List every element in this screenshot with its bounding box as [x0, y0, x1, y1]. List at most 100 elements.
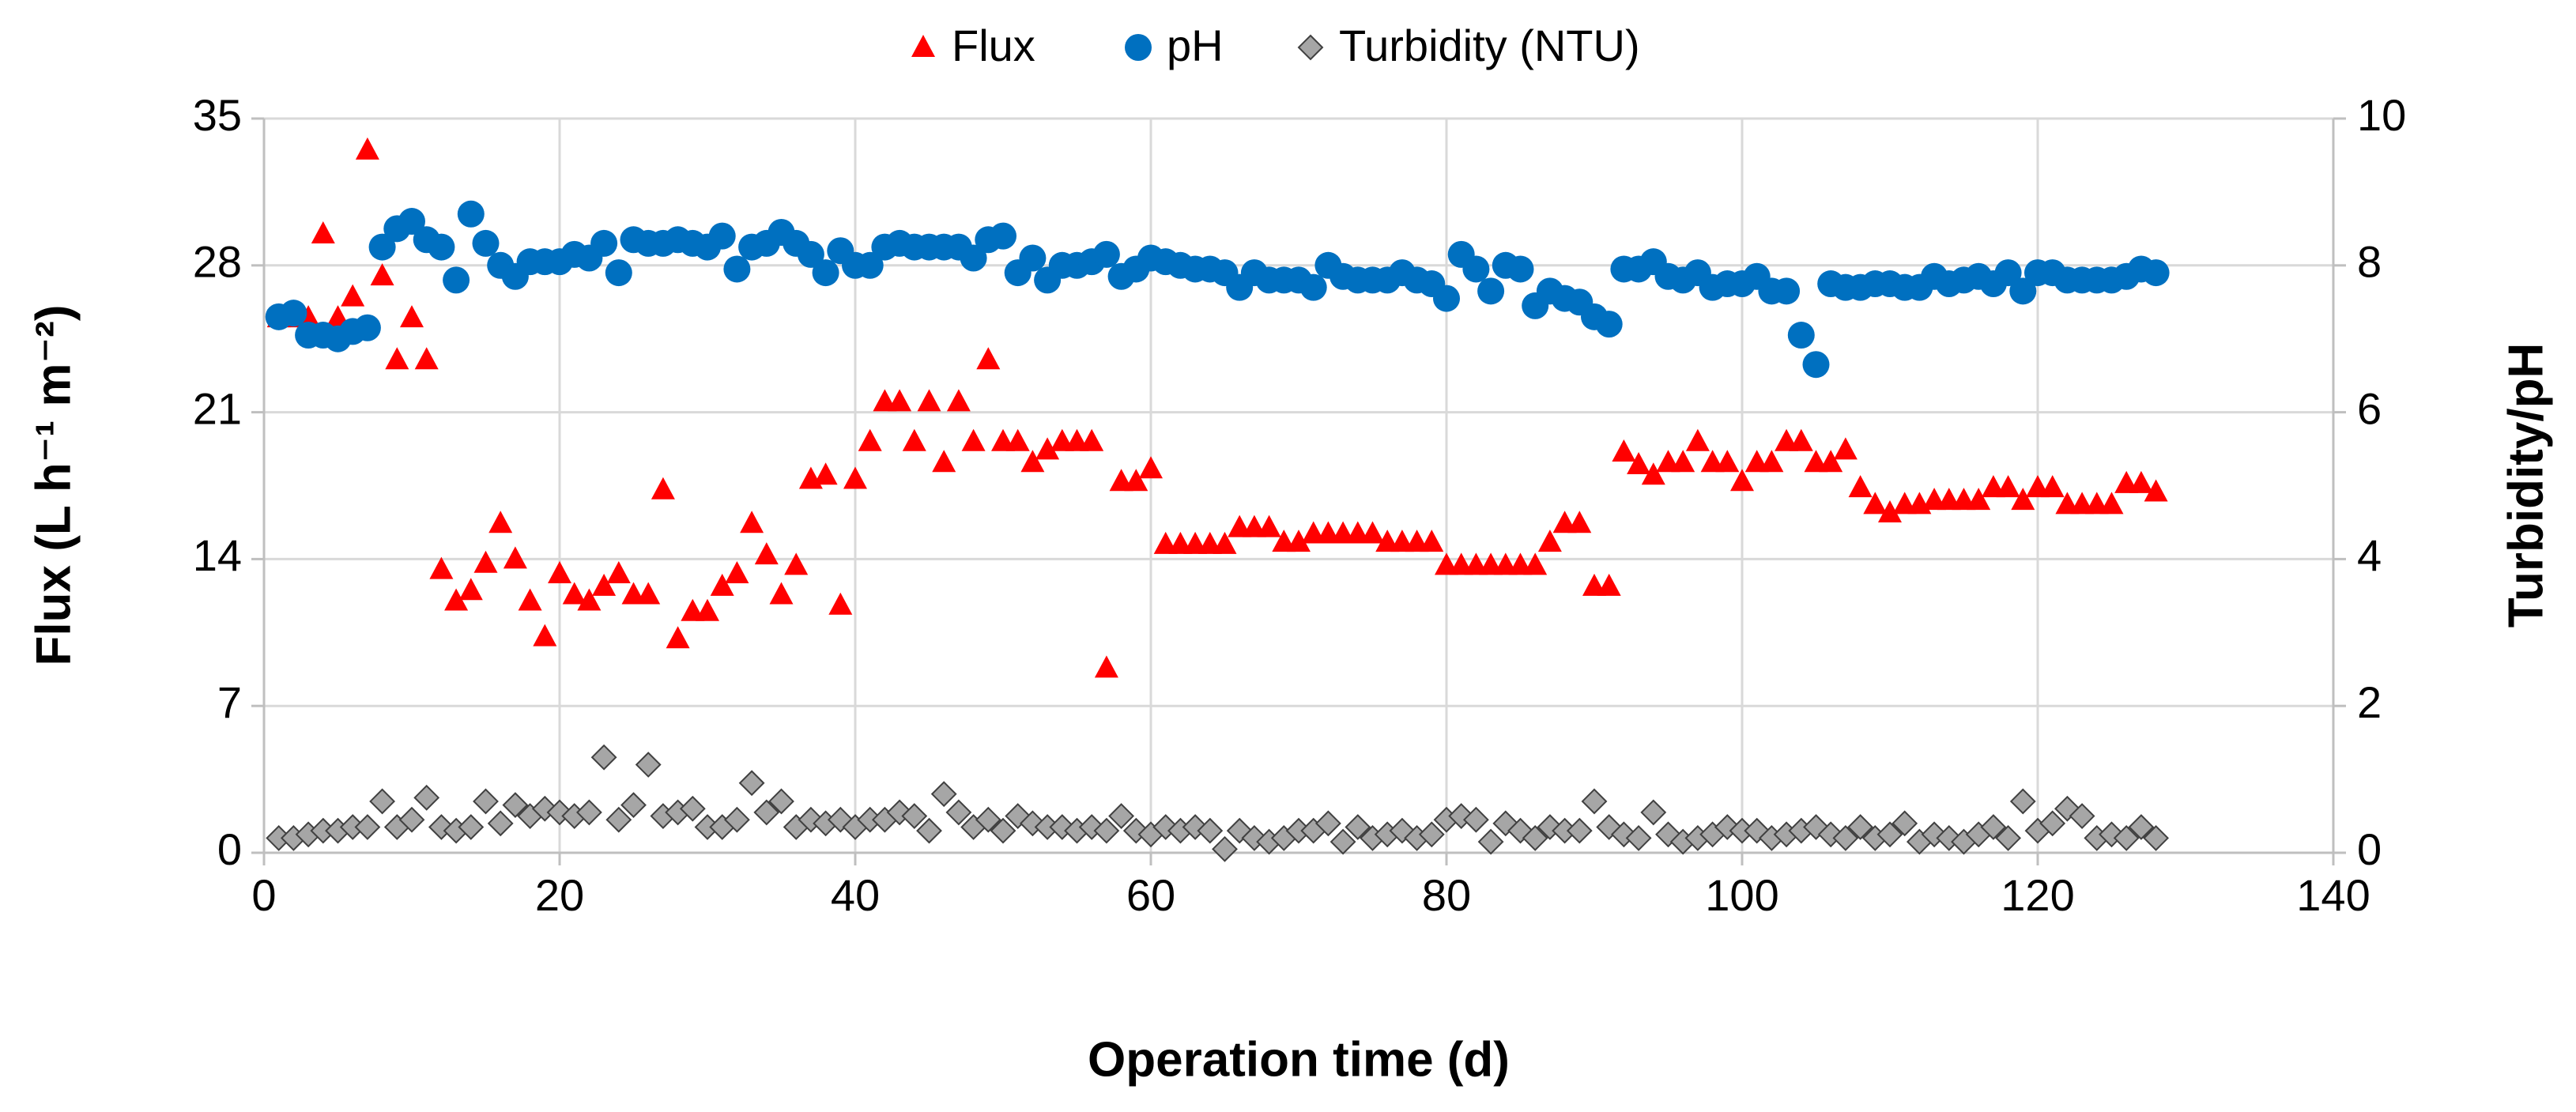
- triangle-marker: [429, 556, 454, 579]
- x-tick-label: 40: [831, 870, 880, 920]
- y-axis-label: Flux (L h⁻¹ m⁻²): [26, 305, 81, 666]
- triangle-marker: [533, 624, 557, 646]
- triangle-marker: [651, 477, 675, 499]
- triangle-marker: [1287, 530, 1311, 552]
- triangle-marker: [1863, 492, 1888, 515]
- triangle-marker: [1789, 428, 1813, 451]
- triangle-marker: [1715, 450, 1740, 473]
- triangle-marker: [813, 462, 838, 485]
- triangle-marker: [961, 428, 986, 451]
- circle-marker: [280, 300, 307, 327]
- triangle-marker: [562, 582, 586, 605]
- triangle-marker: [1759, 450, 1784, 473]
- diamond-marker: [916, 817, 942, 844]
- triangle-marker: [1420, 530, 1444, 552]
- x-tick-label: 60: [1126, 870, 1175, 920]
- triangle-marker: [518, 588, 542, 611]
- circle-marker: [1595, 311, 1623, 338]
- circle-marker: [428, 233, 455, 261]
- triangle-marker: [1035, 437, 1060, 460]
- diamond-marker: [473, 788, 499, 815]
- circle-marker: [990, 222, 1016, 250]
- circle-marker: [1299, 273, 1327, 301]
- diamond-marker: [605, 806, 632, 833]
- diamond-marker: [369, 788, 396, 815]
- triangle-marker: [1967, 488, 1991, 511]
- diamond-marker: [1847, 814, 1874, 840]
- diamond-marker: [502, 792, 529, 819]
- diamond-marker: [1314, 810, 1341, 837]
- y2-axis-label: Turbidity/pH: [2499, 343, 2553, 628]
- circle-marker: [353, 314, 381, 341]
- triangle-marker: [740, 511, 764, 533]
- diamond-marker: [1581, 788, 1608, 815]
- y2-tick-label: 2: [2357, 677, 2382, 727]
- legend-label: pH: [1167, 21, 1224, 70]
- triangle-marker: [1094, 655, 1118, 678]
- triangle-marker: [1567, 511, 1592, 533]
- circle-marker: [398, 208, 425, 236]
- triangle-marker: [902, 428, 926, 451]
- x-tick-label: 80: [1422, 870, 1471, 920]
- diamond-marker: [413, 784, 440, 811]
- diamond-marker: [975, 806, 1001, 833]
- diamond-marker: [1418, 821, 1445, 848]
- circle-marker: [960, 244, 987, 272]
- triangle-marker: [385, 347, 409, 370]
- legend-label: Flux: [952, 21, 1035, 70]
- diamond-marker: [1995, 825, 2022, 851]
- triangle-marker: [355, 137, 379, 160]
- triangle-marker: [828, 592, 853, 615]
- triangle-marker: [1537, 530, 1562, 552]
- triangle-marker: [917, 389, 941, 412]
- circle-marker: [723, 255, 751, 283]
- triangle-marker: [1124, 469, 1148, 492]
- x-tick-label: 20: [535, 870, 584, 920]
- x-axis-label: Operation time (d): [1088, 1032, 1510, 1087]
- circle-marker: [2009, 277, 2037, 305]
- triangle-marker: [888, 389, 912, 412]
- triangle-marker: [2144, 479, 2168, 502]
- circle-marker: [856, 251, 884, 279]
- circle-marker: [1477, 277, 1505, 305]
- diamond-marker: [635, 752, 662, 778]
- triangle-marker: [1005, 428, 1030, 451]
- triangle-marker: [488, 511, 513, 533]
- diamond-marker: [2009, 788, 2036, 815]
- diamond-marker: [2113, 825, 2140, 851]
- triangle-marker: [1627, 451, 1651, 474]
- triangle-marker: [458, 578, 483, 601]
- triangle-marker: [754, 542, 779, 565]
- diamond-marker: [398, 806, 425, 833]
- y-tick-label: 35: [193, 90, 242, 140]
- x-tick-label: 100: [1705, 870, 1778, 920]
- y-tick-label: 0: [217, 824, 242, 874]
- diamond-marker: [1640, 799, 1667, 826]
- x-tick-label: 0: [251, 870, 276, 920]
- y2-tick-label: 6: [2357, 383, 2382, 433]
- diamond-marker: [930, 781, 957, 808]
- triangle-marker: [843, 466, 867, 489]
- circle-marker: [1802, 351, 1830, 379]
- circle-marker: [1773, 277, 1801, 305]
- diamond-marker: [2069, 803, 2095, 829]
- diamond-marker: [901, 803, 928, 829]
- triangle-marker: [2099, 492, 2124, 515]
- circle-marker: [1507, 255, 1534, 283]
- legend-marker: [1297, 34, 1324, 61]
- triangle-marker: [1819, 450, 1843, 473]
- triangle-marker: [400, 305, 424, 328]
- triangle-marker: [696, 598, 719, 621]
- diamond-marker: [1625, 825, 1652, 851]
- triangle-marker: [370, 263, 394, 286]
- y2-tick-label: 8: [2357, 237, 2382, 287]
- triangle-marker: [311, 221, 335, 243]
- diamond-marker: [768, 788, 794, 815]
- triangle-marker: [473, 550, 498, 573]
- diamond-marker: [458, 814, 485, 840]
- y-tick-label: 21: [193, 383, 242, 433]
- triangle-marker: [2129, 470, 2153, 493]
- triangle-marker: [769, 582, 794, 605]
